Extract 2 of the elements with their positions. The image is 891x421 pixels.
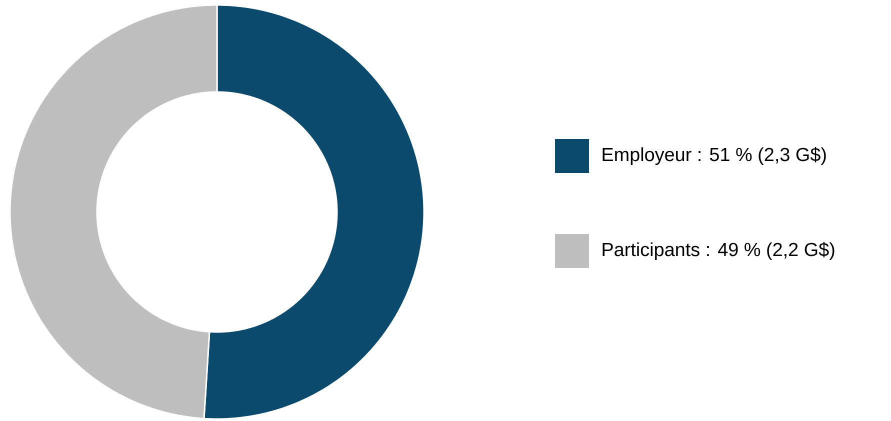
legend-label: Participants : 49 % (2,2 G$) xyxy=(602,242,834,260)
legend-label: Employeur : 51 % (2,3 G$) xyxy=(602,147,826,165)
